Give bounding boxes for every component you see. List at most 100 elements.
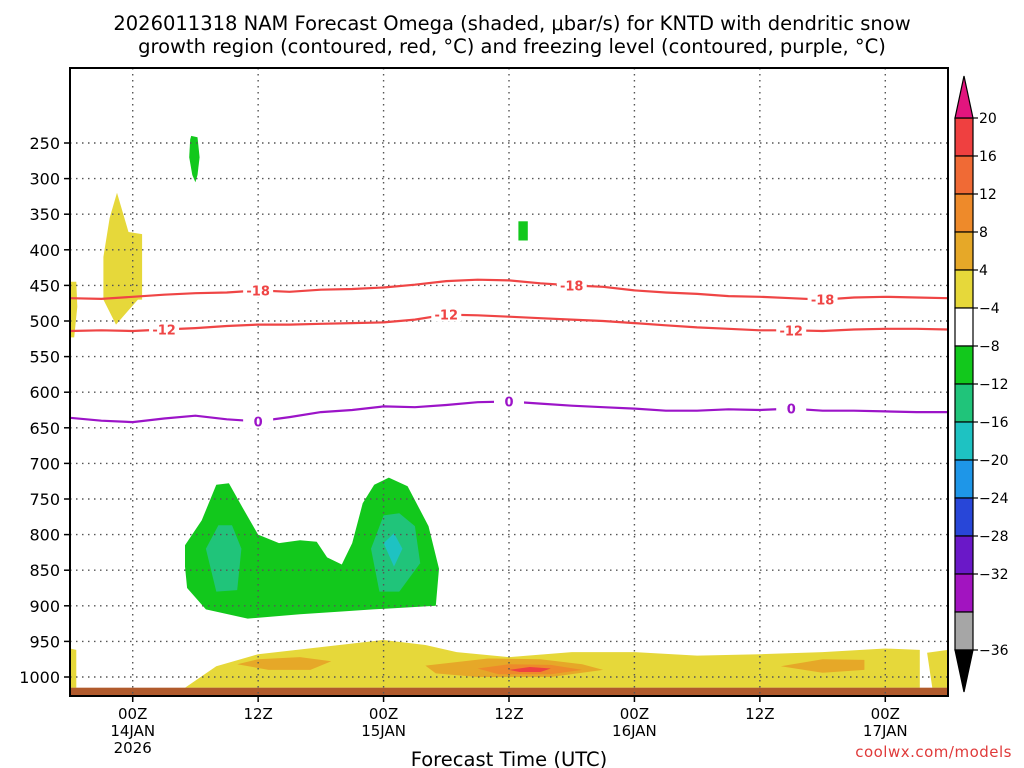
contour-label-bg-2-0: [243, 413, 274, 429]
contour-label-bg-2-1: [494, 393, 524, 409]
colorbar-band-9: [954, 459, 974, 499]
xtick-label-60: 12Z: [745, 705, 774, 723]
omega-region-2: [103, 192, 143, 325]
colorbar-band-5: [954, 307, 974, 347]
ytick-label-250: 250: [29, 134, 60, 153]
xtick-label-24: 00Z: [369, 705, 398, 723]
ytick-label-1000: 1000: [19, 668, 60, 687]
omega-region-5: [205, 525, 242, 592]
colorbar-band-6: [954, 345, 974, 385]
ytick-label-800: 800: [29, 526, 60, 545]
xtick-year-0: 2026: [114, 739, 152, 757]
ytick-label-300: 300: [29, 170, 60, 189]
omega-region-9: [70, 648, 77, 688]
contour-label-0-0: -18: [246, 284, 270, 299]
xtick-date-24: 15JAN: [361, 722, 406, 740]
xtick-date-48: 16JAN: [612, 722, 657, 740]
contour-label-1-1: -12: [435, 309, 459, 324]
xtick-label-48: 00Z: [620, 705, 649, 723]
colorbar-band-12: [954, 573, 974, 613]
colorbar-band-8: [954, 421, 974, 461]
ytick-label-900: 900: [29, 597, 60, 616]
contour-label-0-1: -18: [560, 279, 584, 294]
colorbar-label-11: −28: [979, 529, 1009, 545]
xtick-label-12: 12Z: [243, 705, 272, 723]
colorbar-label-5: −4: [979, 301, 1000, 317]
ytick-label-850: 850: [29, 561, 60, 580]
colorbar-label-1: 16: [979, 149, 997, 165]
colorbar-label-12: −32: [979, 567, 1009, 583]
xtick-label-36: 12Z: [494, 705, 523, 723]
colorbar-bottom-arrow: [954, 649, 974, 693]
colorbar-label-2: 12: [979, 187, 997, 203]
contour-label-bg-2-2: [776, 400, 807, 416]
contour-label-bg-0-0: [243, 282, 274, 298]
contour-layer: -18 -18 -18 -12 -12 -12 0 0 0: [70, 277, 948, 430]
omega-region-13: [780, 659, 865, 673]
xtick-date-0: 14JAN: [110, 722, 155, 740]
ytick-label-450: 450: [29, 276, 60, 295]
chart-title-line2: growth region (contoured, red, °C) and f…: [138, 35, 886, 58]
omega-region-10: [927, 649, 948, 688]
omega-region-1: [518, 221, 528, 241]
colorbar-band-3: [954, 231, 974, 271]
contour-label-bg-0-1: [556, 277, 587, 293]
colorbar-label-6: −8: [979, 339, 1000, 355]
xtick-date-72: 17JAN: [863, 722, 908, 740]
omega-region-7: [383, 533, 403, 567]
contour-label-bg-1-2: [776, 322, 807, 338]
x-axis-label: Forecast Time (UTC): [411, 748, 608, 768]
colorbar-band-13: [954, 611, 974, 651]
omega-region-4: [185, 477, 439, 619]
colorbar-band-4: [954, 269, 974, 309]
omega-region-0: [189, 135, 200, 183]
contour-line-0: [70, 278, 948, 301]
ytick-label-750: 750: [29, 490, 60, 509]
colorbar-top-arrow: [954, 75, 974, 119]
ytick-label-650: 650: [29, 419, 60, 438]
ytick-label-400: 400: [29, 241, 60, 260]
ytick-label-350: 350: [29, 205, 60, 224]
colorbar-label-9: −20: [979, 453, 1009, 469]
chart-title-line1: 2026011318 NAM Forecast Omega (shaded, μ…: [113, 12, 910, 35]
credit-text: coolwx.com/models: [855, 743, 1012, 761]
colorbar-label-13: −36: [979, 643, 1009, 659]
contour-label-2-1: 0: [504, 395, 513, 410]
contour-label-0-2: -18: [811, 294, 835, 309]
xtick-label-0: 00Z: [118, 705, 147, 723]
colorbar-band-10: [954, 497, 974, 537]
colorbar-band-1: [954, 155, 974, 195]
xtick-label-72: 00Z: [871, 705, 900, 723]
contour-label-2-0: 0: [254, 415, 263, 430]
colorbar-label-10: −24: [979, 491, 1009, 507]
colorbar: 20 16 12 8 4 −4 −8 −12 −16 −20 −24 −28 −32 −36: [954, 75, 1009, 693]
contour-label-bg-0-2: [807, 291, 838, 307]
ground-surface: [70, 687, 948, 696]
contour-line-1: [70, 313, 948, 333]
colorbar-band-11: [954, 535, 974, 575]
y-axis-ticks: 250 300 350 400 450 500 550 600 650 700 750 800 850 9…: [19, 134, 70, 687]
colorbar-band-7: [954, 383, 974, 423]
ytick-label-500: 500: [29, 312, 60, 331]
contour-label-bg-1-1: [431, 306, 462, 322]
contour-label-1-0: -12: [152, 324, 176, 339]
colorbar-label-7: −12: [979, 377, 1009, 393]
omega-region-11: [237, 657, 332, 670]
colorbar-band-0: [954, 117, 974, 157]
omega-region-3: [70, 281, 78, 338]
ytick-label-550: 550: [29, 348, 60, 367]
ytick-label-600: 600: [29, 383, 60, 402]
colorbar-band-2: [954, 193, 974, 233]
contour-label-2-2: 0: [787, 403, 796, 418]
colorbar-label-4: 4: [979, 263, 988, 279]
contour-label-1-2: -12: [779, 324, 803, 339]
omega-region-15: [509, 667, 551, 672]
ytick-label-700: 700: [29, 454, 60, 473]
colorbar-label-3: 8: [979, 225, 988, 241]
omega-shading-layer: [70, 135, 948, 696]
grid-layer: [70, 68, 948, 696]
ytick-label-950: 950: [29, 632, 60, 651]
colorbar-label-8: −16: [979, 415, 1009, 431]
